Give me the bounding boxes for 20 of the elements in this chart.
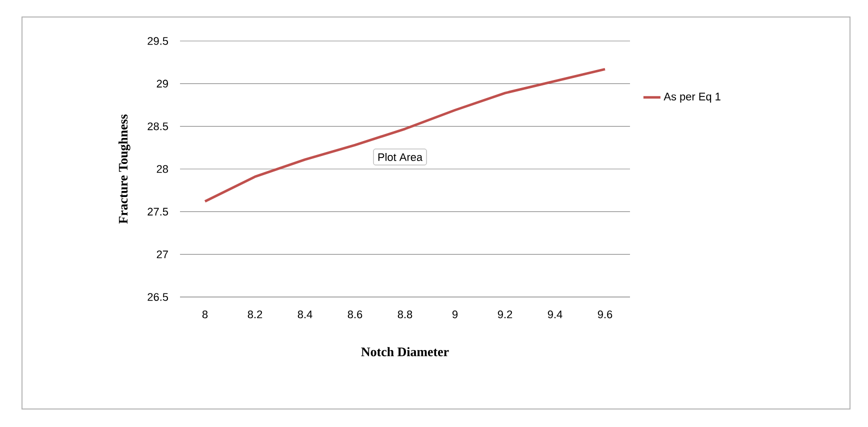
- x-axis-title: Notch Diameter: [361, 347, 449, 356]
- x-tick-label: 9: [452, 310, 458, 318]
- y-tick-label: 27: [156, 250, 168, 258]
- y-tick-label: 29: [156, 80, 168, 88]
- x-tick-label: 9.2: [498, 310, 512, 318]
- x-tick-label: 8.6: [348, 310, 362, 318]
- y-tick-label: 27.5: [148, 208, 168, 216]
- x-tick-label: 9.6: [598, 310, 612, 318]
- y-tick-label: 29.5: [148, 37, 168, 45]
- y-axis-title: Fracture Toughness: [118, 114, 130, 224]
- x-tick-label: 8: [202, 310, 208, 318]
- y-tick-label: 28: [156, 165, 168, 173]
- y-tick-label: 26.5: [148, 293, 168, 301]
- y-tick-label: 28.5: [148, 122, 168, 130]
- x-tick-label: 8.2: [248, 310, 262, 318]
- x-tick-label: 8.4: [298, 310, 312, 318]
- legend-label: As per Eq 1: [664, 92, 720, 103]
- annotation: Plot Area: [378, 152, 423, 162]
- x-tick-label: 9.4: [548, 310, 562, 318]
- x-tick-label: 8.8: [398, 310, 412, 318]
